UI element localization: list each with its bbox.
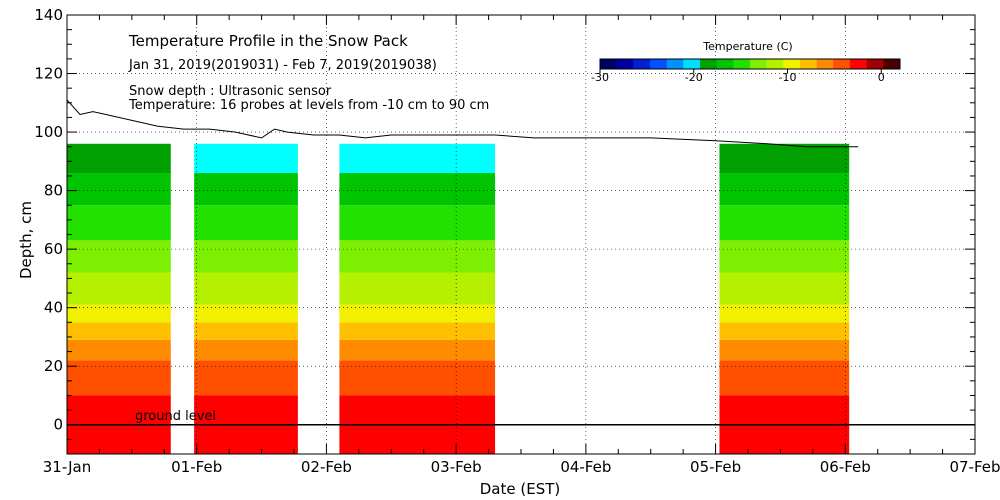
colorbar-swatch-15 [850, 59, 868, 69]
y-tick-label-6: 120 [34, 65, 63, 83]
contour-band-3-7 [719, 205, 850, 241]
x-tick-label-1: 01-Feb [171, 458, 222, 476]
colorbar-tick-label-2: -10 [779, 71, 797, 84]
contour-band-0-7 [67, 205, 171, 241]
snow-depth-line [66, 99, 859, 148]
colorbar-swatch-13 [816, 59, 834, 69]
contour-band-1-3 [194, 322, 298, 340]
x-axis-title: Date (EST) [480, 480, 561, 498]
annotations: Temperature Profile in the Snow Pack Jan… [17, 32, 793, 498]
x-tick-label-2: 02-Feb [301, 458, 352, 476]
colorbar-swatch-17 [883, 59, 901, 69]
contour-cap-2 [339, 143, 496, 174]
contour-band-1-5 [194, 272, 298, 305]
contour-band-0-6 [67, 240, 171, 273]
contour-band-2-1 [339, 360, 496, 396]
contour-band-3-8 [719, 173, 850, 206]
x-tick-label-0: 31-Jan [43, 458, 91, 476]
colorbar-tick-label-1: -20 [685, 71, 703, 84]
contour-band-0-4 [67, 304, 171, 323]
x-tick-label-7: 07-Feb [949, 458, 1000, 476]
colorbar-tick-label-3: 0 [878, 71, 885, 84]
contour-band-1-2 [194, 339, 298, 361]
colorbar-swatch-7 [716, 59, 734, 69]
y-axis-title: Depth, cm [17, 201, 35, 279]
contour-band-3-1 [719, 360, 850, 396]
contour-band-0-8 [67, 173, 171, 206]
contour-band-0-9 [67, 143, 171, 174]
contour-band-0-3 [67, 322, 171, 340]
contour-band-2-5 [339, 272, 496, 305]
contour-band-0-1 [67, 360, 171, 396]
contour-band-2-4 [339, 304, 496, 323]
colorbar-swatch-5 [683, 59, 701, 69]
contour-band-3-5 [719, 272, 850, 305]
y-tick-label-5: 100 [34, 123, 63, 141]
contour-band-3-6 [719, 240, 850, 273]
colorbar-tick-label-0: -30 [591, 71, 609, 84]
colorbar-swatch-12 [800, 59, 818, 69]
x-tick-label-4: 04-Feb [560, 458, 611, 476]
y-tick-label-0: 0 [53, 416, 63, 434]
x-tick-label-5: 05-Feb [690, 458, 741, 476]
contour-band-1-7 [194, 205, 298, 241]
colorbar-swatch-16 [866, 59, 884, 69]
contour-band-2-2 [339, 339, 496, 361]
chart-subtitle: Jan 31, 2019(2019031) - Feb 7, 2019(2019… [128, 58, 437, 73]
colorbar-swatch-1 [616, 59, 634, 69]
ground-level-label: ground level [135, 409, 216, 424]
colorbar-swatch-9 [750, 59, 768, 69]
colorbar-swatch-14 [833, 59, 851, 69]
colorbar-swatch-8 [733, 59, 751, 69]
colorbar-title: Temperature (C) [702, 40, 792, 53]
contour-cap-1 [194, 143, 298, 174]
x-tick-label-6: 06-Feb [820, 458, 871, 476]
contour-band-2-3 [339, 322, 496, 340]
contour-band-3-4 [719, 304, 850, 323]
axes: 0 20 40 60 80 100 120 140 31-Jan 01-Feb 02-Feb 03-F… [34, 6, 1000, 476]
contour-band-2-6 [339, 240, 496, 273]
y-tick-label-7: 140 [34, 6, 63, 24]
colorbar: -30 -20 -10 0 [591, 58, 901, 84]
contour-band-3-9 [719, 143, 850, 174]
note-snow-depth: Snow depth : Ultrasonic sensor [129, 84, 332, 99]
contour-band-0-2 [67, 339, 171, 361]
colorbar-swatch-2 [633, 59, 651, 69]
chart-title: Temperature Profile in the Snow Pack [128, 32, 408, 50]
y-tick-label-4: 80 [44, 182, 63, 200]
snow-depth-layer [66, 99, 859, 148]
temperature-contours [67, 143, 850, 454]
contour-band-1-1 [194, 360, 298, 396]
y-tick-label-1: 20 [44, 357, 63, 375]
colorbar-swatch-10 [766, 59, 784, 69]
colorbar-frame [599, 58, 901, 70]
y-tick-label-2: 40 [44, 299, 63, 317]
colorbar-swatch-6 [700, 59, 718, 69]
contour-band-2-7 [339, 205, 496, 241]
contour-band-2-8 [339, 173, 496, 206]
contour-band-3-3 [719, 322, 850, 340]
contour-band-1-8 [194, 173, 298, 206]
y-tick-label-3: 60 [44, 240, 63, 258]
contour-band-3-2 [719, 339, 850, 361]
contour-band-0-5 [67, 272, 171, 305]
colorbar-swatch-11 [783, 59, 801, 69]
colorbar-swatch-4 [666, 59, 684, 69]
colorbar-swatch-3 [650, 59, 668, 69]
contour-band-1-6 [194, 240, 298, 273]
contour-band-1-4 [194, 304, 298, 323]
note-temperature: Temperature: 16 probes at levels from -1… [128, 98, 489, 113]
colorbar-swatch-0 [600, 59, 618, 69]
x-tick-label-3: 03-Feb [431, 458, 482, 476]
